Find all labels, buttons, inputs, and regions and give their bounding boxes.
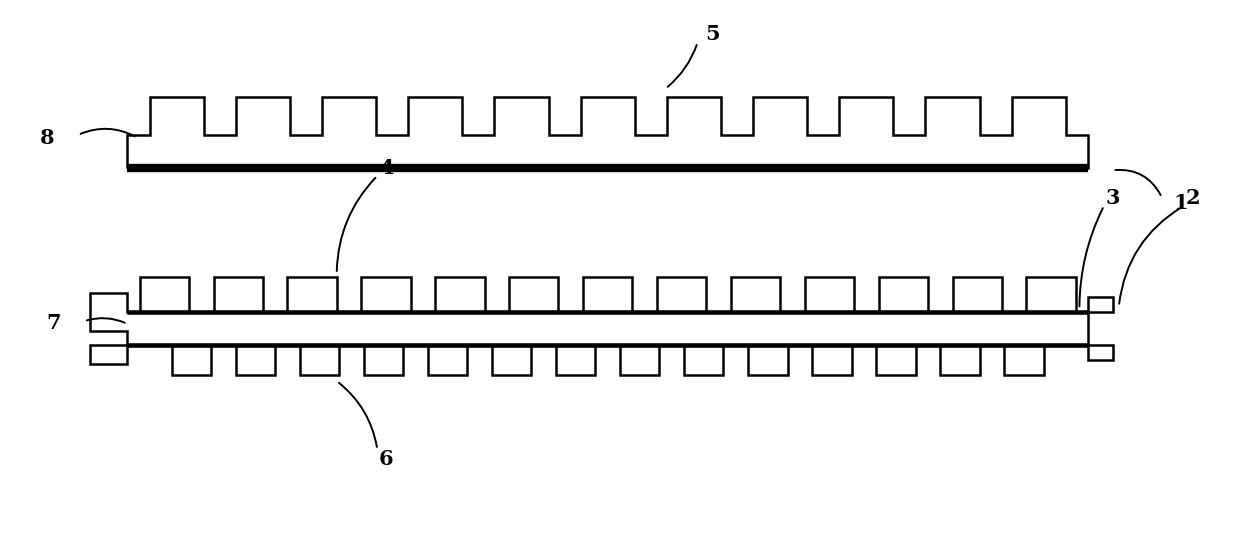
FancyArrowPatch shape: [339, 383, 377, 447]
Text: 7: 7: [46, 313, 61, 333]
FancyArrowPatch shape: [87, 318, 125, 323]
Text: 6: 6: [378, 449, 393, 469]
Text: 1: 1: [1173, 193, 1188, 213]
Text: 8: 8: [40, 128, 55, 148]
FancyArrowPatch shape: [81, 129, 135, 136]
FancyArrowPatch shape: [337, 178, 376, 271]
Text: 3: 3: [1105, 187, 1120, 207]
FancyArrowPatch shape: [1116, 170, 1161, 195]
FancyArrowPatch shape: [1080, 208, 1102, 306]
FancyArrowPatch shape: [667, 45, 697, 87]
Text: 4: 4: [378, 158, 393, 178]
Text: 5: 5: [706, 24, 719, 44]
Text: 2: 2: [1185, 187, 1200, 207]
FancyArrowPatch shape: [1120, 207, 1182, 304]
